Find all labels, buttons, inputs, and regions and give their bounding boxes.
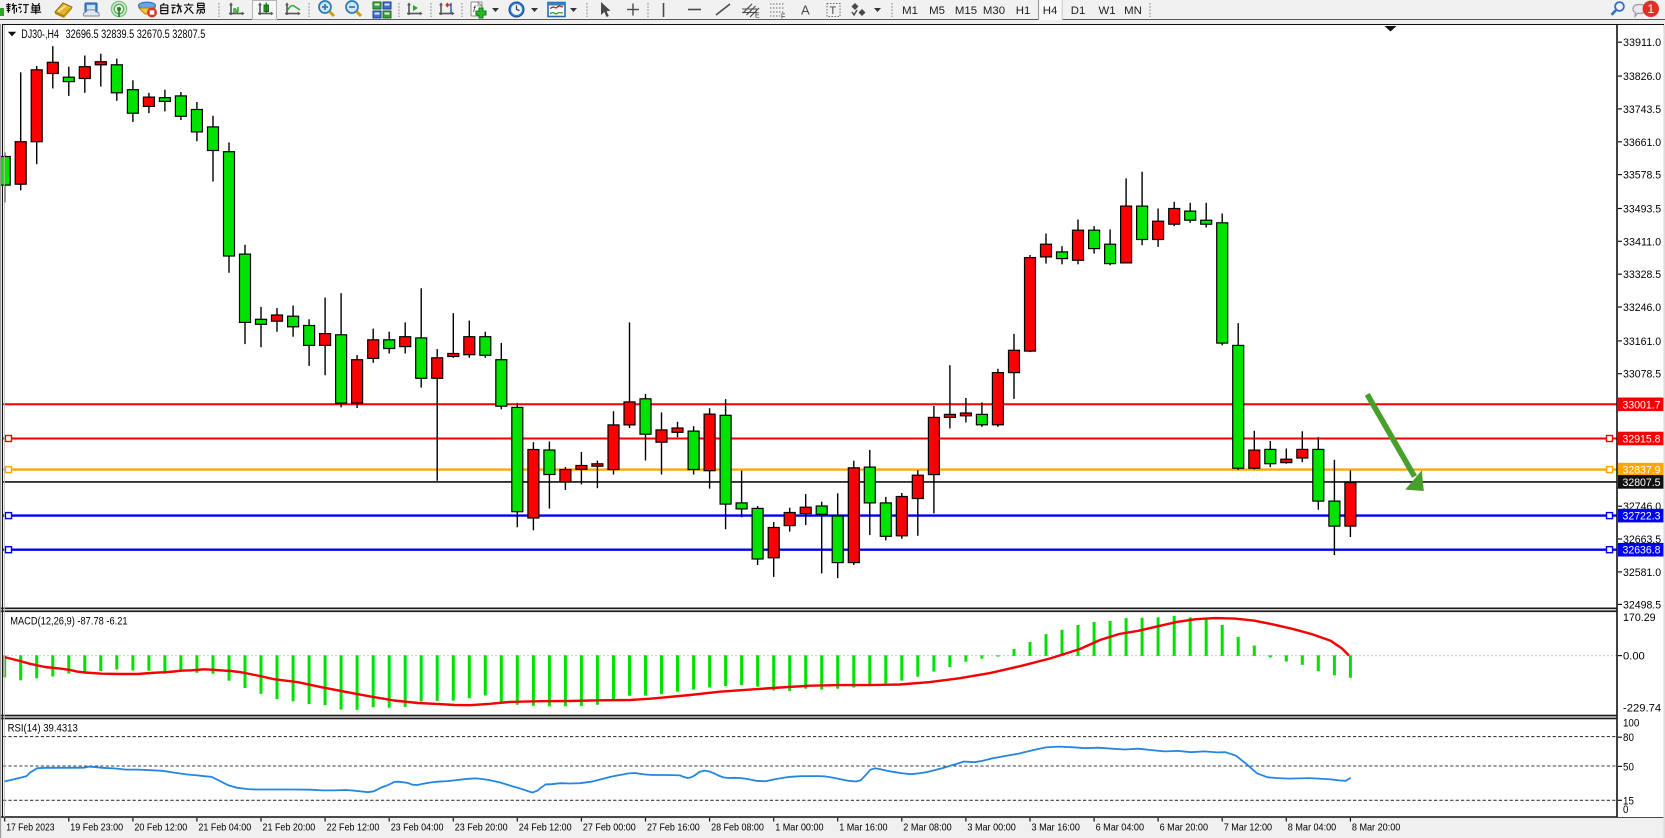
svg-text:7 Mar 12:00: 7 Mar 12:00 <box>1224 823 1273 834</box>
svg-text:A: A <box>801 3 810 18</box>
svg-text:3 Mar 00:00: 3 Mar 00:00 <box>967 823 1016 834</box>
svg-text:2 Mar 08:00: 2 Mar 08:00 <box>903 823 952 834</box>
svg-text:F: F <box>781 14 785 21</box>
svg-text:8 Mar 20:00: 8 Mar 20:00 <box>1352 823 1401 834</box>
svg-text:6 Mar 04:00: 6 Mar 04:00 <box>1096 823 1145 834</box>
svg-text:f: f <box>473 4 477 14</box>
svg-text:32915.8: 32915.8 <box>1623 434 1661 446</box>
svg-text:33161.0: 33161.0 <box>1623 336 1661 348</box>
svg-text:6 Mar 20:00: 6 Mar 20:00 <box>1160 823 1209 834</box>
svg-text:33578.5: 33578.5 <box>1623 170 1661 182</box>
svg-text:32807.5: 32807.5 <box>1623 477 1661 489</box>
svg-text:50: 50 <box>1623 761 1634 773</box>
svg-text:RSI(14) 39.4313: RSI(14) 39.4313 <box>8 723 78 735</box>
svg-text:19 Feb 23:00: 19 Feb 23:00 <box>70 823 123 834</box>
svg-text:33911.0: 33911.0 <box>1623 37 1661 49</box>
svg-text:33246.0: 33246.0 <box>1623 302 1661 314</box>
svg-text:21 Feb 20:00: 21 Feb 20:00 <box>263 823 316 834</box>
svg-text:24 Feb 12:00: 24 Feb 12:00 <box>519 823 572 834</box>
svg-text:3 Mar 16:00: 3 Mar 16:00 <box>1032 823 1081 834</box>
svg-text:33001.7: 33001.7 <box>1623 399 1661 411</box>
svg-text:17 Feb 2023: 17 Feb 2023 <box>6 823 55 834</box>
svg-text:23 Feb 04:00: 23 Feb 04:00 <box>391 823 444 834</box>
svg-text:28 Feb 08:00: 28 Feb 08:00 <box>711 823 764 834</box>
svg-text:MN: MN <box>1124 5 1142 17</box>
svg-text:32696.5 32839.5 32670.5 32807.: 32696.5 32839.5 32670.5 32807.5 <box>66 29 206 41</box>
svg-text:15: 15 <box>1623 795 1634 807</box>
svg-text:M30: M30 <box>983 5 1005 17</box>
svg-text:33743.5: 33743.5 <box>1623 104 1661 116</box>
svg-text:33078.5: 33078.5 <box>1623 369 1661 381</box>
svg-text:33411.0: 33411.0 <box>1623 236 1661 248</box>
svg-text:33661.0: 33661.0 <box>1623 137 1661 149</box>
svg-text:E: E <box>755 13 760 20</box>
svg-text:M1: M1 <box>902 5 918 17</box>
svg-text:27 Feb 16:00: 27 Feb 16:00 <box>647 823 700 834</box>
svg-text:M15: M15 <box>955 5 977 17</box>
svg-text:-229.74: -229.74 <box>1623 702 1661 714</box>
svg-text:170.29: 170.29 <box>1623 612 1656 624</box>
svg-text:M5: M5 <box>929 5 945 17</box>
svg-text:21 Feb 04:00: 21 Feb 04:00 <box>198 823 251 834</box>
svg-text:8 Mar 04:00: 8 Mar 04:00 <box>1288 823 1337 834</box>
svg-text:DJ30-,H4: DJ30-,H4 <box>21 29 59 41</box>
svg-text:32498.5: 32498.5 <box>1623 599 1661 611</box>
svg-text:32636.8: 32636.8 <box>1623 545 1661 557</box>
svg-text:1 Mar 16:00: 1 Mar 16:00 <box>839 823 888 834</box>
svg-text:20 Feb 12:00: 20 Feb 12:00 <box>134 823 187 834</box>
svg-text:H4: H4 <box>1043 5 1058 17</box>
svg-text:80: 80 <box>1623 732 1634 744</box>
svg-text:22 Feb 12:00: 22 Feb 12:00 <box>327 823 380 834</box>
svg-text:1: 1 <box>1647 2 1654 16</box>
svg-text:32722.3: 32722.3 <box>1623 511 1661 523</box>
svg-text:100: 100 <box>1623 718 1639 730</box>
svg-text:D1: D1 <box>1071 5 1086 17</box>
svg-text:0: 0 <box>1623 804 1628 816</box>
svg-text:33826.0: 33826.0 <box>1623 71 1661 83</box>
svg-text:23 Feb 20:00: 23 Feb 20:00 <box>455 823 508 834</box>
svg-text:33493.5: 33493.5 <box>1623 204 1661 216</box>
svg-text:1 Mar 00:00: 1 Mar 00:00 <box>775 823 824 834</box>
svg-text:T: T <box>830 5 837 17</box>
svg-text:0.00: 0.00 <box>1623 651 1645 663</box>
svg-text:MACD(12,26,9) -87.78 -6.21: MACD(12,26,9) -87.78 -6.21 <box>10 616 127 628</box>
svg-text:32837.9: 32837.9 <box>1623 465 1661 477</box>
svg-text:33328.5: 33328.5 <box>1623 269 1661 281</box>
svg-text:W1: W1 <box>1098 5 1115 17</box>
svg-text:32581.0: 32581.0 <box>1623 567 1661 579</box>
svg-text:27 Feb 00:00: 27 Feb 00:00 <box>583 823 636 834</box>
svg-text:H1: H1 <box>1016 5 1031 17</box>
